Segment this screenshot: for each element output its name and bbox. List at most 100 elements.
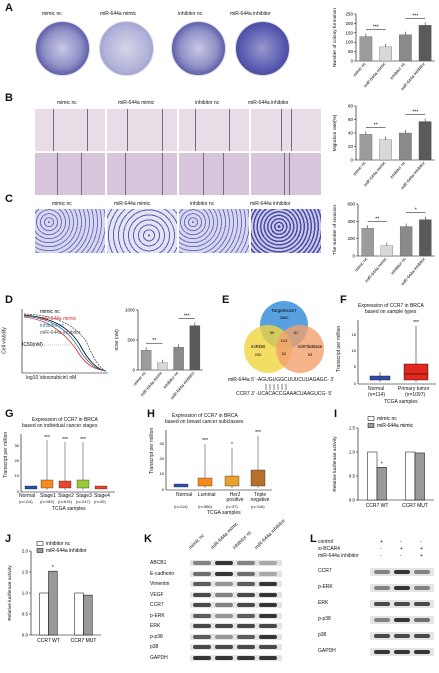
svg-text:*: * (231, 442, 233, 448)
c-col-3: inhibitor nc (190, 201, 215, 207)
venn-count-4: 124 (281, 338, 288, 343)
l-band (394, 634, 410, 638)
y-tick-label: 40 (348, 131, 354, 136)
x-tick-label: CCR7 WT (37, 638, 60, 644)
panel-f-label: F (340, 294, 347, 306)
x-tick-label: CCR7 MUT (71, 638, 97, 644)
svg-text:***: *** (255, 430, 261, 436)
panel-g-label: G (5, 408, 14, 420)
k-column-label: mimic nc (187, 532, 206, 551)
g-ylabel: Transcript per million (3, 431, 9, 478)
d-legend-2: miR-644a mimic (40, 316, 77, 322)
chart-d-curve (21, 309, 108, 374)
wound-image-4 (251, 109, 321, 151)
k-band (259, 613, 277, 618)
significance-label: * (52, 565, 54, 571)
c-col-4: miR-644a inhibitor (250, 201, 291, 207)
k-band (215, 561, 233, 565)
panel-k-label: K (144, 533, 152, 545)
l-band (374, 618, 390, 622)
bar (405, 451, 416, 501)
k-row-label: ABCB1 (150, 560, 167, 566)
x-tick-label: mimic nc (352, 160, 367, 177)
h-group-3: Her2 positive (226, 492, 244, 503)
y-axis-label: Relative luciferase activity (7, 565, 13, 621)
svg-text:10: 10 (160, 471, 165, 476)
k-blot-rows: ABCB1 E-cadherin Vimentin VEGF CCR7 p-ERK ERK p… (150, 560, 300, 670)
g-n-2: (n=183) (40, 499, 54, 504)
l-condition-label: si-BCAR4 (318, 546, 340, 552)
wound-image-7 (179, 153, 249, 195)
l-conditions: control + - - si-BCAR4- + + miR-644a inhibitor -… (318, 540, 439, 564)
bar (414, 452, 425, 501)
f-group-1: Normal (368, 386, 385, 392)
legend-label: mimic nc (377, 416, 397, 422)
k-blot-strip (190, 612, 282, 619)
significance-label: *** (412, 110, 418, 116)
k-band (237, 624, 255, 628)
significance-label: *** (373, 25, 379, 31)
l-blot-rows: CCR7 p-ERK ERK p-p38 p38 GAPDH (318, 568, 439, 668)
d-legend-3: inhibitor nc (40, 323, 65, 329)
h-group-4: Triple negative (250, 492, 270, 503)
g-n-4: (n=247) (76, 499, 90, 504)
k-band (215, 634, 233, 639)
ccr7-sequence: CCR7 3' -UCACACCGAAACUAAGUCG- 5' (236, 391, 333, 397)
b-col-4: miR-644a inhibitor (248, 100, 289, 106)
legend-label: inhibitor nc (46, 541, 71, 547)
bar (359, 36, 373, 62)
k-row-label: Vimentin (150, 581, 170, 587)
svg-text:***: *** (80, 437, 86, 443)
f-xlabel: TCGA samples (384, 399, 418, 405)
l-condition-sign: + (400, 546, 403, 552)
f-sig: *** (413, 320, 419, 326)
h-title-1: Expression of CCR7 in BRCA (172, 413, 238, 419)
l-condition-sign: - (400, 539, 402, 545)
h-n-3: (n=37) (226, 504, 238, 509)
y-axis-label: Relative luciferase activity (332, 436, 338, 492)
invasion-image-3 (179, 209, 249, 253)
bar (419, 219, 432, 257)
k-column-label: inhibitor nc (231, 529, 254, 551)
h-n-2: (n=566) (198, 504, 212, 509)
k-band (215, 582, 233, 586)
panel-l-label: L (310, 533, 317, 545)
bar (379, 139, 392, 161)
l-condition-sign: + (420, 546, 423, 552)
y-tick-label: 80 (348, 104, 354, 109)
venn-count-7: 53 (308, 352, 313, 357)
svg-text:30: 30 (160, 441, 165, 446)
y-tick-label: 100 (345, 40, 353, 45)
venn-count-1: 3662 (280, 315, 290, 320)
legend-swatch (36, 541, 44, 546)
mir-sequence: miR-644a 5' -AGUGUGGCUUUCUUAGAGC- 3' (228, 377, 335, 383)
svg-text:***: *** (44, 435, 50, 441)
g-group-1: Normal (19, 493, 36, 499)
f-n-1: (n=114) (368, 392, 386, 398)
l-band (414, 634, 430, 638)
h-group-1: Normal (176, 492, 193, 498)
y-tick-label: 150 (345, 30, 353, 35)
h-xlabel: TCGA samples (207, 510, 241, 516)
l-row-label: p-p38 (318, 616, 331, 622)
k-column-label: miR-644a inhibitor (253, 518, 287, 551)
l-band (394, 602, 410, 606)
y-axis-label: The number of invasion (332, 205, 338, 255)
k-band (237, 603, 255, 607)
panel-c-label: C (5, 193, 13, 205)
k-band (259, 603, 277, 607)
y-tick-label: 200 (347, 236, 355, 241)
y-tick-label: 0 (350, 59, 353, 64)
x-tick-label: mimic nc (352, 61, 367, 78)
k-band (193, 582, 211, 586)
svg-text:20: 20 (160, 456, 165, 461)
c-col-2: miR-644a mimic (114, 201, 151, 207)
panel-d-label: D (5, 294, 13, 306)
bar (39, 592, 49, 636)
k-band (215, 592, 233, 597)
l-condition-sign: - (420, 539, 422, 545)
l-band (394, 618, 410, 622)
svg-text:0: 0 (162, 487, 165, 492)
